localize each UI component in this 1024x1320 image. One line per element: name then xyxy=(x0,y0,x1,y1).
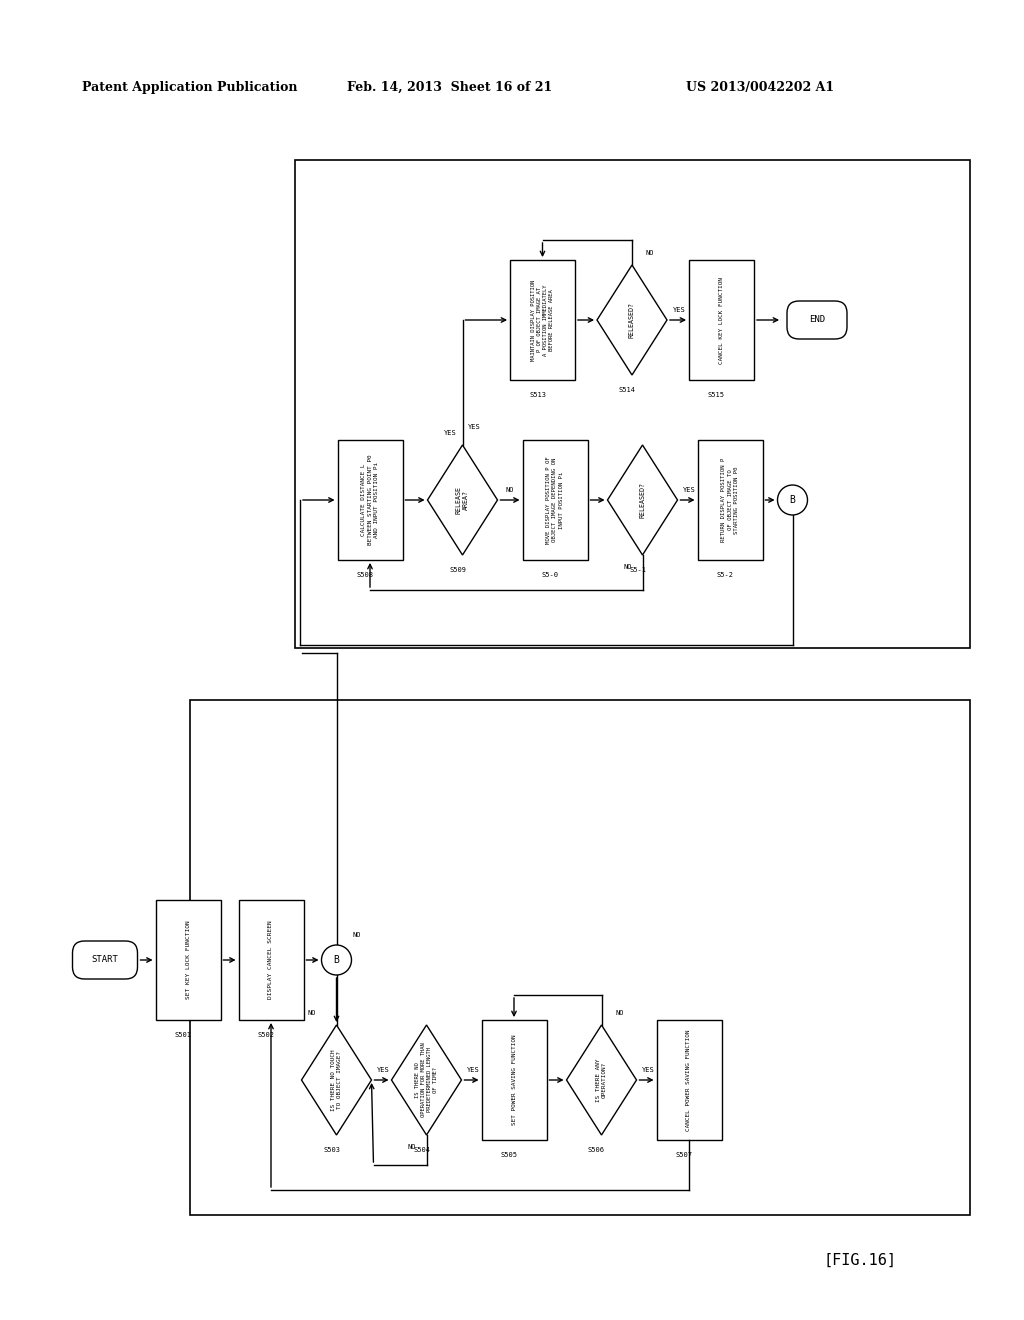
Text: MAINTAIN DISPLAY POSITION
P OF OBJECT IMAGE AT
A POSITION IMMEDIATELY
BEFORE REL: MAINTAIN DISPLAY POSITION P OF OBJECT IM… xyxy=(530,280,554,360)
Bar xyxy=(656,1020,722,1140)
Text: S505: S505 xyxy=(501,1152,517,1158)
Bar xyxy=(522,440,588,560)
Text: S5-0: S5-0 xyxy=(542,572,558,578)
Polygon shape xyxy=(391,1026,462,1135)
Text: YES: YES xyxy=(468,424,481,430)
Text: S506: S506 xyxy=(588,1147,605,1152)
Circle shape xyxy=(322,945,351,975)
Text: [FIG.16]: [FIG.16] xyxy=(823,1253,896,1267)
Text: YES: YES xyxy=(642,1067,655,1073)
Text: IS THERE NO TOUCH
TO OBJECT IMAGE?: IS THERE NO TOUCH TO OBJECT IMAGE? xyxy=(331,1049,342,1111)
Text: B: B xyxy=(334,954,339,965)
Text: S515: S515 xyxy=(708,392,725,399)
Text: S513: S513 xyxy=(529,392,546,399)
Text: NO: NO xyxy=(307,1010,315,1016)
FancyBboxPatch shape xyxy=(787,301,847,339)
Text: S514: S514 xyxy=(618,387,636,393)
Bar xyxy=(697,440,763,560)
Text: IS THERE NO
OPERATION FOR MORE THAN
PREDETERMINED LENGTH
OF TIME?: IS THERE NO OPERATION FOR MORE THAN PRED… xyxy=(415,1043,438,1117)
Polygon shape xyxy=(597,265,667,375)
Text: MOVE DISPLAY POSITION P OF
OBJECT IMAGE DEPENDING ON
INPUT POSITION Pi: MOVE DISPLAY POSITION P OF OBJECT IMAGE … xyxy=(546,457,563,544)
FancyBboxPatch shape xyxy=(73,941,137,979)
Text: S502: S502 xyxy=(257,1032,274,1038)
Text: CANCEL KEY LOCK FUNCTION: CANCEL KEY LOCK FUNCTION xyxy=(719,276,724,363)
Text: RETURN DISPLAY POSITION P
OF OBJECT IMAGE TO
STARTING POSITION P0: RETURN DISPLAY POSITION P OF OBJECT IMAG… xyxy=(721,458,738,543)
Text: B: B xyxy=(790,495,796,506)
Bar xyxy=(338,440,402,560)
Text: S501: S501 xyxy=(174,1032,191,1038)
Polygon shape xyxy=(427,445,498,554)
Text: NO: NO xyxy=(505,487,514,492)
Text: S509: S509 xyxy=(449,568,466,573)
Text: S504: S504 xyxy=(413,1147,430,1152)
Text: S5-2: S5-2 xyxy=(717,572,733,578)
Text: US 2013/0042202 A1: US 2013/0042202 A1 xyxy=(686,81,835,94)
Polygon shape xyxy=(301,1026,372,1135)
Polygon shape xyxy=(566,1026,637,1135)
Text: DISPLAY CANCEL SCREEN: DISPLAY CANCEL SCREEN xyxy=(268,920,273,999)
Text: YES: YES xyxy=(683,487,696,492)
Text: S503: S503 xyxy=(323,1147,340,1152)
Text: END: END xyxy=(809,315,825,325)
Text: NO: NO xyxy=(615,1010,624,1016)
Text: START: START xyxy=(91,956,119,965)
Text: RELEASED?: RELEASED? xyxy=(629,302,635,338)
Text: YES: YES xyxy=(467,1067,480,1073)
Text: IS THERE ANY
OPERATION?: IS THERE ANY OPERATION? xyxy=(596,1059,607,1102)
Bar xyxy=(239,900,303,1020)
Polygon shape xyxy=(607,445,678,554)
Text: YES: YES xyxy=(377,1067,390,1073)
Text: CANCEL POWER SAVING FUNCTION: CANCEL POWER SAVING FUNCTION xyxy=(686,1030,691,1131)
Text: CALCULATE DISTANCE L
BETWEEN STARTING POINT P0
AND INPUT POSITION Pi: CALCULATE DISTANCE L BETWEEN STARTING PO… xyxy=(361,454,379,545)
Text: S5-1: S5-1 xyxy=(629,568,646,573)
Bar xyxy=(689,260,754,380)
Text: YES: YES xyxy=(444,430,457,436)
Bar xyxy=(156,900,220,1020)
Text: S508: S508 xyxy=(356,572,374,578)
Text: NO: NO xyxy=(408,1144,416,1150)
Bar xyxy=(190,700,970,1214)
Text: NO: NO xyxy=(352,932,360,939)
Text: S507: S507 xyxy=(676,1152,692,1158)
Text: Patent Application Publication: Patent Application Publication xyxy=(82,81,298,94)
Circle shape xyxy=(777,484,808,515)
Text: Feb. 14, 2013  Sheet 16 of 21: Feb. 14, 2013 Sheet 16 of 21 xyxy=(347,81,553,94)
Text: SET KEY LOCK FUNCTION: SET KEY LOCK FUNCTION xyxy=(185,920,190,999)
Text: YES: YES xyxy=(673,308,685,313)
Text: RELEASE
AREA?: RELEASE AREA? xyxy=(456,486,469,513)
Text: NO: NO xyxy=(624,564,632,570)
Bar xyxy=(481,1020,547,1140)
Bar xyxy=(295,160,970,648)
Bar xyxy=(510,260,575,380)
Text: SET POWER SAVING FUNCTION: SET POWER SAVING FUNCTION xyxy=(512,1035,516,1126)
Text: NO: NO xyxy=(646,249,654,256)
Text: RELEASED?: RELEASED? xyxy=(640,482,645,517)
